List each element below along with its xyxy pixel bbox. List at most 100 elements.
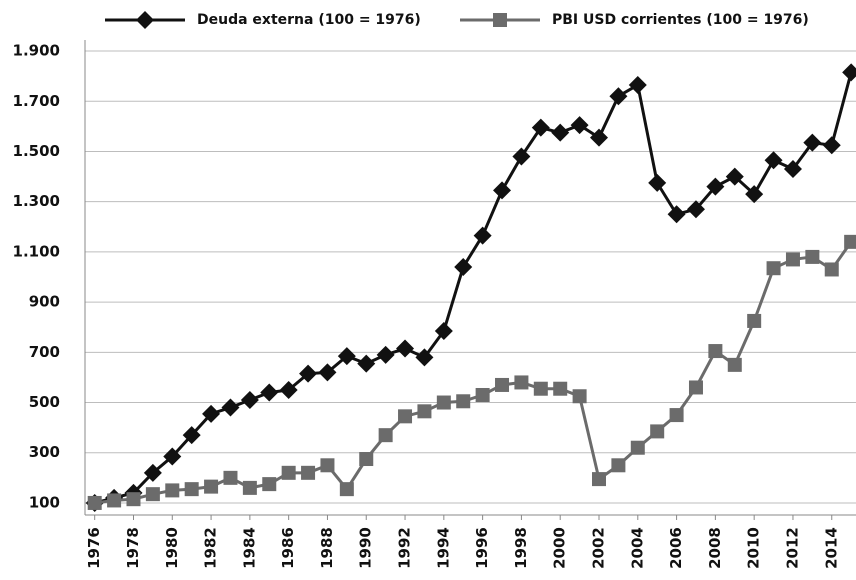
x-tick-label: 2008 xyxy=(706,527,724,569)
data-point xyxy=(803,133,822,152)
x-tick-label: 1976 xyxy=(85,527,103,569)
series-line xyxy=(94,72,853,505)
data-point xyxy=(628,75,647,94)
x-tick-label: 2014 xyxy=(822,527,840,569)
x-tick-label: 1990 xyxy=(357,527,375,569)
x-tick-label: 2006 xyxy=(667,527,685,569)
data-point xyxy=(572,389,587,404)
data-point xyxy=(339,482,354,497)
data-point xyxy=(184,482,199,497)
x-tick-label: 1980 xyxy=(163,527,181,569)
data-point xyxy=(143,463,162,482)
y-tick-label: 900 xyxy=(29,293,60,311)
data-point xyxy=(842,63,856,82)
x-tick-label: 1982 xyxy=(202,527,220,569)
data-point xyxy=(182,426,201,445)
data-point xyxy=(145,487,160,502)
data-point xyxy=(745,185,764,204)
data-point xyxy=(648,173,667,192)
data-point xyxy=(359,452,374,467)
data-point xyxy=(163,447,182,466)
data-point xyxy=(221,398,240,417)
data-point xyxy=(766,261,781,276)
data-point xyxy=(495,377,510,392)
x-tick-label: 1978 xyxy=(124,527,142,569)
data-point xyxy=(475,387,490,402)
x-tick-label: 1992 xyxy=(396,527,414,569)
data-point xyxy=(533,381,548,396)
data-point xyxy=(688,380,703,395)
x-tick-label: 1998 xyxy=(512,527,530,569)
y-tick-label: 100 xyxy=(29,493,60,511)
data-point xyxy=(260,383,279,402)
y-tick-label: 1.100 xyxy=(13,242,60,260)
data-point xyxy=(378,428,393,443)
data-point xyxy=(764,151,783,170)
data-point xyxy=(570,116,589,135)
data-point xyxy=(706,177,725,196)
data-point xyxy=(686,200,705,219)
data-point xyxy=(204,479,219,494)
x-tick-label: 2012 xyxy=(783,527,801,569)
data-point xyxy=(630,440,645,455)
data-point xyxy=(747,313,762,328)
legend-text: PBI USD corrientes (100 = 1976) xyxy=(552,12,809,28)
data-point xyxy=(281,465,296,480)
data-point xyxy=(434,321,453,340)
data-point xyxy=(126,492,141,507)
data-point xyxy=(318,363,337,382)
data-point xyxy=(473,226,492,245)
data-point xyxy=(357,354,376,373)
data-point xyxy=(223,470,238,485)
y-tick-label: 1.300 xyxy=(13,192,60,210)
data-point xyxy=(202,404,221,423)
data-point xyxy=(590,128,608,147)
x-tick-label: 1996 xyxy=(473,527,491,569)
data-point xyxy=(415,348,434,367)
data-point xyxy=(376,345,395,364)
data-point xyxy=(650,424,665,439)
data-point xyxy=(299,364,318,383)
y-tick-label: 300 xyxy=(29,443,60,461)
data-point xyxy=(783,160,802,179)
x-tick-label: 1984 xyxy=(240,527,258,569)
x-tick-label: 2004 xyxy=(628,527,646,569)
data-point xyxy=(611,458,626,473)
y-tick-label: 1.500 xyxy=(13,142,60,160)
data-point xyxy=(240,391,259,410)
y-tick-label: 500 xyxy=(29,393,60,411)
data-point xyxy=(398,409,413,424)
data-point xyxy=(514,375,529,390)
data-point xyxy=(785,252,800,267)
y-tick-label: 1.700 xyxy=(13,92,60,110)
data-point xyxy=(320,458,335,473)
x-tick-label: 1986 xyxy=(279,527,297,569)
x-tick-label: 1994 xyxy=(434,527,452,569)
data-point xyxy=(279,380,298,399)
data-point xyxy=(667,205,686,224)
data-point xyxy=(454,257,473,276)
data-point xyxy=(493,181,512,200)
legend-marker xyxy=(493,13,507,27)
data-point xyxy=(822,136,841,155)
data-point xyxy=(551,123,570,142)
data-point xyxy=(396,339,415,358)
legend-text: Deuda externa (100 = 1976) xyxy=(197,12,421,28)
data-point xyxy=(242,480,257,495)
data-point xyxy=(553,381,568,396)
data-point xyxy=(824,262,839,277)
data-point xyxy=(436,395,451,410)
data-point xyxy=(456,394,471,409)
x-tick-label: 2002 xyxy=(590,527,608,569)
series-line xyxy=(94,240,853,505)
data-point xyxy=(592,472,606,487)
data-point xyxy=(87,495,102,510)
data-point xyxy=(844,234,856,249)
legend-marker xyxy=(136,11,154,29)
data-point xyxy=(609,87,628,106)
y-tick-label: 1.900 xyxy=(13,42,60,60)
data-point xyxy=(301,465,316,480)
data-point xyxy=(417,404,432,419)
data-point xyxy=(708,344,723,359)
